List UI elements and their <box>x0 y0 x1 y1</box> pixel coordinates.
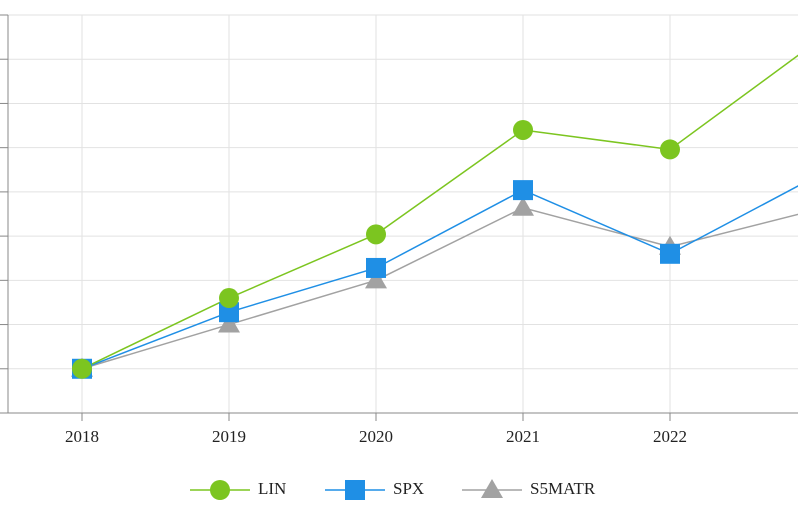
x-tick-label: 2018 <box>65 427 99 446</box>
marker <box>512 196 534 216</box>
marker <box>219 302 239 323</box>
marker <box>660 139 680 160</box>
plot-area: 201820192020202120222023 <box>0 14 798 446</box>
legend-label: S5MATR <box>530 479 596 498</box>
marker <box>513 180 533 201</box>
marker <box>219 288 239 309</box>
marker <box>481 479 503 498</box>
marker <box>365 269 387 289</box>
x-tick-label: 2019 <box>212 427 246 446</box>
marker <box>513 119 533 140</box>
x-tick-label: 2021 <box>506 427 540 446</box>
marker <box>366 257 386 278</box>
legend-label: LIN <box>258 479 286 498</box>
marker <box>210 480 230 500</box>
marker <box>218 313 240 333</box>
series-line <box>81 207 798 370</box>
marker <box>660 243 680 264</box>
series-line <box>81 185 798 370</box>
marker <box>345 480 365 500</box>
x-tick-label: 2020 <box>359 427 393 446</box>
marker <box>366 224 386 245</box>
marker <box>72 358 92 379</box>
legend-label: SPX <box>393 479 424 498</box>
x-tick-label: 2022 <box>653 427 687 446</box>
series-line <box>81 54 798 370</box>
